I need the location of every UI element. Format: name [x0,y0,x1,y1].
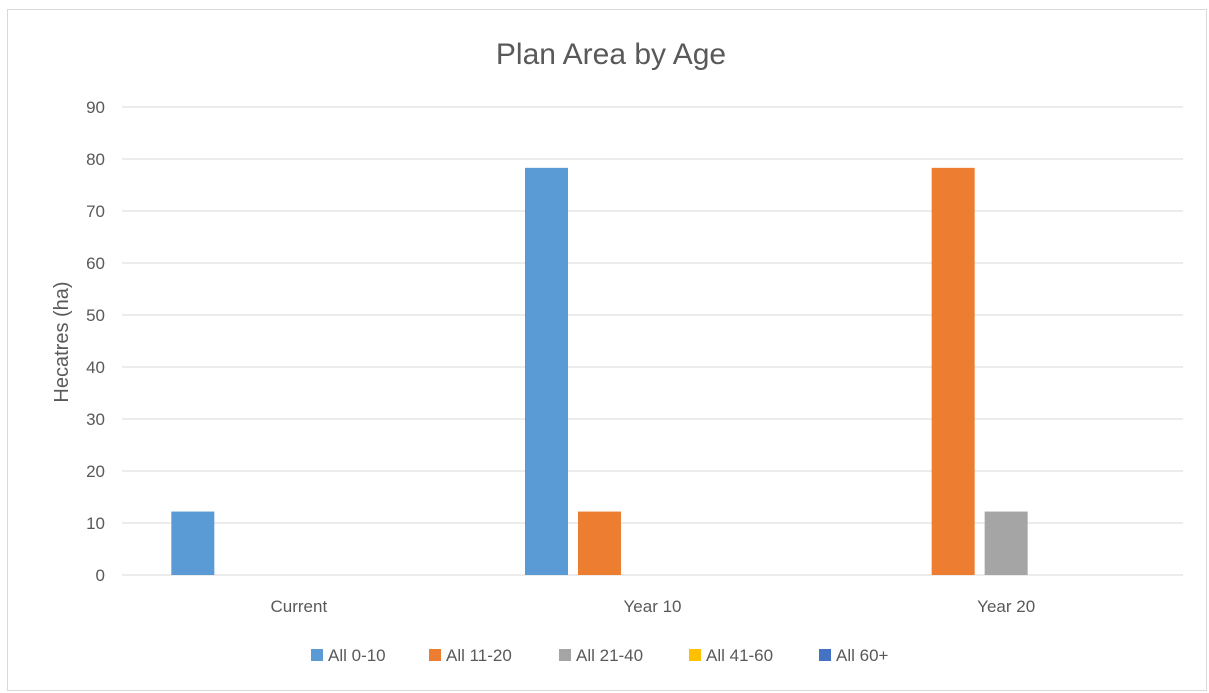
y-axis-label: Hecatres (ha) [51,281,73,402]
legend-label: All 11-20 [446,646,512,665]
bar-all-11-20-year-20 [931,167,975,575]
bar-all-11-20-year-10 [578,511,621,575]
y-tick-labels: 0 10 20 30 40 50 60 70 80 90 [86,98,105,585]
chart-title: Plan Area by Age [496,38,726,71]
chart-frame [7,9,1207,691]
legend-item: All 0-10 [311,646,386,665]
x-tick-label: Year 10 [624,597,682,616]
legend-label: All 60+ [836,646,889,665]
y-tick-label: 80 [86,150,105,169]
legend-swatch [311,649,323,661]
bar-all-0-10-year-10 [525,167,568,575]
bar-all-21-40-year-20 [984,511,1028,575]
y-tick-label: 90 [86,98,105,117]
y-tick-label: 40 [86,358,105,377]
legend-item: All 60+ [819,646,889,665]
legend-swatch [429,649,441,661]
legend-swatch [559,649,571,661]
y-tick-label: 0 [96,566,105,585]
bar-all-0-10-current [171,511,215,575]
y-tick-label: 70 [86,202,105,221]
x-tick-label: Current [270,597,327,616]
legend-label: All 21-40 [576,646,643,665]
legend-swatch [819,649,831,661]
legend-item: All 41-60 [689,646,773,665]
y-tick-label: 60 [86,254,105,273]
y-tick-label: 30 [86,410,105,429]
legend-item: All 11-20 [429,646,512,665]
legend-swatch [689,649,701,661]
legend: All 0-10 All 11-20 All 21-40 All 41-60 All 6… [311,646,889,665]
x-tick-labels: Current Year 10 Year 20 [270,597,1035,616]
gridlines [122,106,1183,576]
x-tick-label: Year 20 [977,597,1035,616]
y-tick-label: 50 [86,306,105,325]
y-tick-label: 20 [86,462,105,481]
legend-label: All 0-10 [328,646,386,665]
y-tick-label: 10 [86,514,105,533]
legend-label: All 41-60 [706,646,773,665]
bars [171,167,1028,575]
legend-item: All 21-40 [559,646,643,665]
